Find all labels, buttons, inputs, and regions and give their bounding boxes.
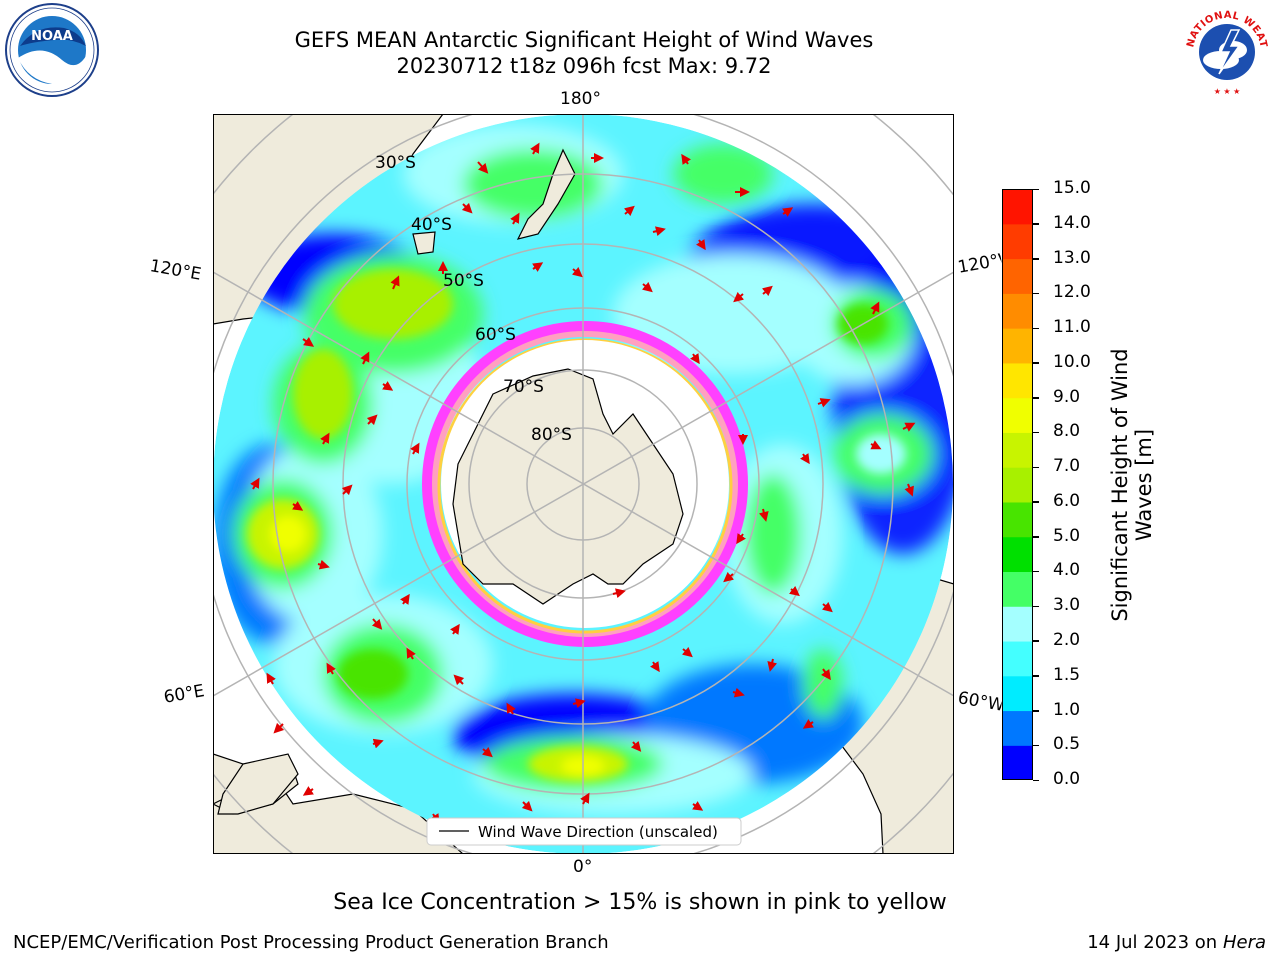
noaa-logo: NOAA	[2, 2, 102, 98]
svg-text:★ ★ ★: ★ ★ ★	[1214, 87, 1241, 96]
footer-left: NCEP/EMC/Verification Post Processing Pr…	[13, 932, 609, 953]
colorbar-frame	[1002, 189, 1033, 780]
colorbar-tick-label: 8.0	[1053, 421, 1081, 442]
footer-right: 14 Jul 2023 on Hera	[1087, 932, 1266, 953]
colorbar-swatch	[1002, 258, 1033, 294]
wind-wave-direction-arrows	[250, 142, 916, 836]
lat-label-80s: 80°S	[531, 425, 572, 445]
colorbar-swatch	[1002, 432, 1033, 468]
colorbar-tick-label: 12.0	[1053, 282, 1091, 303]
legend-label: Wind Wave Direction (unscaled)	[478, 823, 718, 841]
colorbar-swatch	[1002, 710, 1033, 746]
colorbar-swatch	[1002, 745, 1033, 781]
colorbar-tick-label: 10.0	[1053, 351, 1091, 372]
colorbar-swatch	[1002, 675, 1033, 712]
colorbar-tick-label: 13.0	[1053, 247, 1091, 268]
colorbar-swatch	[1002, 606, 1033, 642]
graticule	[213, 114, 954, 854]
colorbar-swatches	[1002, 189, 1033, 781]
lon-label-180: 180°	[560, 89, 601, 109]
colorbar-swatch	[1002, 640, 1033, 677]
colorbar-tick	[1033, 292, 1039, 295]
lon-label-120e: 120°E	[148, 256, 203, 285]
colorbar-tick-label: 11.0	[1053, 317, 1091, 338]
colorbar-tick-label: 2.0	[1053, 629, 1081, 650]
colorbar-tick	[1033, 675, 1039, 677]
colorbar-tick	[1033, 744, 1039, 747]
colorbar-swatch	[1002, 467, 1033, 503]
colorbar-tick-label: 6.0	[1053, 490, 1081, 511]
antarctica-landmass	[452, 368, 684, 605]
colorbar-tick-label: 7.0	[1053, 456, 1081, 477]
chart-title: GEFS MEAN Antarctic Significant Height o…	[294, 28, 874, 52]
colorbar-swatch	[1002, 362, 1033, 399]
footer-date: 14 Jul 2023 on	[1087, 932, 1223, 953]
colorbar-swatch	[1002, 571, 1033, 607]
lon-label-120w: 120°W	[956, 250, 1004, 278]
latitude-labels: 30°S 40°S 50°S 60°S 70°S 80°S	[375, 153, 572, 445]
colorbar-tick	[1033, 327, 1039, 330]
new-zealand-landmass	[516, 148, 576, 240]
colorbar-swatch	[1002, 397, 1033, 433]
colorbar-tick	[1033, 605, 1039, 608]
sea-ice-note: Sea Ice Concentration > 15% is shown in …	[333, 890, 947, 915]
tasmania-landmass	[412, 231, 436, 255]
colorbar-tick-label: 0.0	[1053, 769, 1081, 789]
map-panel: 30°S 40°S 50°S 60°S 70°S 80°S Wind Wave …	[213, 114, 954, 854]
lat-label-40s: 40°S	[411, 215, 452, 235]
colorbar-label-line1: Significant Height of Wind	[1108, 348, 1132, 622]
colorbar-tick	[1033, 710, 1039, 712]
lon-label-60e: 60°E	[162, 681, 206, 708]
lat-label-70s: 70°S	[503, 377, 544, 397]
colorbar-tick	[1033, 431, 1039, 434]
colorbar-swatch	[1002, 189, 1033, 225]
colorbar-swatch	[1002, 328, 1033, 364]
chart-subtitle: 20230712 t18z 096h fcst Max: 9.72	[396, 54, 772, 78]
colorbar-tick	[1033, 536, 1039, 538]
colorbar-tick-label: 4.0	[1053, 560, 1081, 581]
lon-label-60w: 60°W	[956, 688, 1004, 716]
nws-logo: NATIONAL WEATHER SERVICE ★ ★ ★	[1173, 0, 1277, 98]
lat-label-30s: 30°S	[375, 153, 416, 173]
colorbar-tick-label: 1.0	[1053, 699, 1081, 720]
map-frame	[213, 114, 954, 854]
colorbar-tick	[1033, 397, 1039, 399]
colorbar-tick	[1033, 223, 1039, 225]
colorbar-swatch	[1002, 536, 1033, 573]
colorbar-label-line2: Waves [m]	[1132, 428, 1156, 542]
map-legend: Wind Wave Direction (unscaled)	[426, 817, 742, 846]
colorbar	[1002, 189, 1033, 781]
colorbar-tick	[1033, 779, 1039, 781]
polar-map: 30°S 40°S 50°S 60°S 70°S 80°S Wind Wave …	[213, 114, 954, 854]
colorbar-tick	[1033, 501, 1039, 503]
colorbar-tick	[1033, 466, 1039, 469]
lat-label-60s: 60°S	[475, 325, 516, 345]
colorbar-label: Significant Height of Wind Waves [m]	[1108, 335, 1156, 635]
colorbar-tick	[1033, 258, 1039, 260]
colorbar-swatch	[1002, 223, 1033, 260]
colorbar-tick	[1033, 362, 1039, 364]
madagascar-landmass	[217, 753, 299, 815]
lon-label-0: 0°	[573, 857, 593, 877]
svg-text:NOAA: NOAA	[31, 29, 73, 44]
colorbar-tick	[1033, 188, 1039, 190]
colorbar-tick-label: 14.0	[1053, 212, 1091, 233]
colorbar-tick-label: 0.5	[1053, 734, 1081, 755]
colorbar-tick-label: 3.0	[1053, 595, 1081, 616]
colorbar-tick-label: 5.0	[1053, 525, 1081, 546]
colorbar-tick-label: 9.0	[1053, 386, 1081, 407]
colorbar-tick	[1033, 570, 1039, 573]
footer-host: Hera	[1222, 932, 1266, 953]
colorbar-tick-label: 15.0	[1053, 178, 1091, 198]
colorbar-tick	[1033, 640, 1039, 642]
lat-label-50s: 50°S	[443, 271, 484, 291]
colorbar-swatch	[1002, 501, 1033, 538]
colorbar-swatch	[1002, 293, 1033, 329]
colorbar-tick-label: 1.5	[1053, 664, 1081, 685]
